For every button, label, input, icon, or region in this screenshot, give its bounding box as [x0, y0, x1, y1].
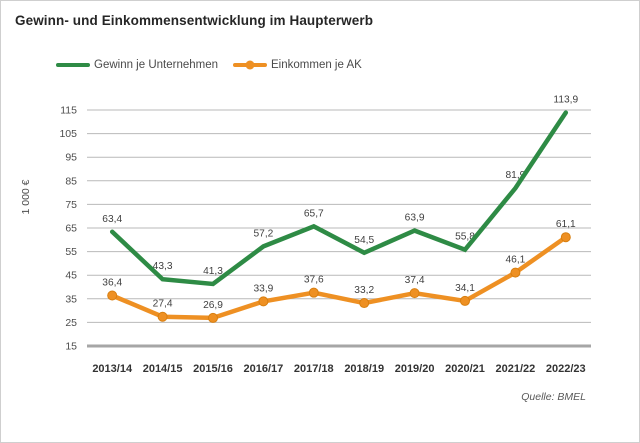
data-label: 37,4 [405, 275, 425, 286]
data-label: 33,9 [253, 283, 273, 294]
y-tick-label: 45 [65, 270, 77, 282]
series-line [109, 110, 569, 287]
data-label: 46,1 [505, 255, 525, 266]
legend-swatch-green-line-icon [56, 62, 90, 68]
data-label: 55,8 [455, 232, 475, 243]
data-point-marker [258, 296, 269, 307]
data-point-marker [560, 232, 571, 243]
x-tick-label: 2015/16 [193, 363, 233, 375]
y-tick-label: 75 [65, 199, 77, 211]
y-tick-label: 85 [65, 175, 77, 187]
data-point-marker [157, 311, 168, 322]
y-tick-label: 105 [59, 128, 77, 140]
x-tick-label: 2016/17 [244, 363, 284, 375]
data-point-marker [208, 312, 218, 323]
legend-item-gewinn: Gewinn je Unternehmen [56, 59, 218, 71]
data-label: 36,4 [102, 277, 122, 288]
legend-label-gewinn: Gewinn je Unternehmen [94, 59, 219, 71]
data-label: 63,9 [405, 213, 425, 224]
data-label: 54,5 [354, 235, 374, 246]
y-tick-label: 65 [65, 223, 77, 235]
x-tick-label: 2022/23 [546, 363, 586, 375]
series-line [109, 234, 569, 321]
legend-swatch-orange-line-icon [233, 60, 268, 70]
data-label: 27,4 [153, 299, 173, 310]
x-tick-label: 2020/21 [445, 363, 485, 375]
y-tick-label: 25 [65, 317, 77, 329]
legend-label-einkommen: Einkommen je AK [271, 59, 362, 71]
legend-marker-dot-icon [245, 60, 255, 70]
data-point-marker [409, 288, 420, 299]
y-tick-label: 55 [65, 246, 77, 258]
legend-item-einkommen: Einkommen je AK [233, 59, 362, 71]
data-point-marker [460, 295, 470, 306]
source-note: Quelle: BMEL [521, 391, 586, 403]
data-label: 43,3 [153, 261, 173, 272]
y-tick-label: 35 [65, 293, 77, 305]
x-tick-label: 2013/14 [92, 363, 133, 375]
data-point-marker [510, 267, 521, 278]
y-axis-title: 1 000 € [20, 179, 32, 214]
data-label: 61,1 [556, 219, 576, 230]
x-tick-label: 2021/22 [496, 363, 536, 375]
legend: Gewinn je Unternehmen Einkommen je AK [56, 59, 362, 71]
data-label: 113,9 [553, 95, 578, 106]
data-label: 63,4 [102, 214, 122, 225]
data-label: 33,2 [354, 285, 374, 296]
data-label: 57,2 [253, 228, 273, 239]
data-label: 34,1 [455, 283, 475, 294]
data-label: 65,7 [304, 208, 324, 219]
x-tick-label: 2018/19 [344, 363, 384, 375]
data-label: 41,3 [203, 266, 223, 277]
y-tick-label: 15 [65, 341, 77, 353]
chart-title: Gewinn- und Einkommensentwicklung im Hau… [15, 13, 374, 28]
data-label: 81,9 [505, 170, 525, 181]
data-point-marker [107, 290, 118, 301]
data-point-marker [308, 287, 319, 298]
x-tick-label: 2017/18 [294, 363, 334, 375]
x-tick-label: 2019/20 [395, 363, 435, 375]
data-label: 26,9 [203, 300, 223, 311]
y-tick-label: 115 [60, 105, 77, 117]
data-point-marker [359, 298, 370, 309]
y-tick-label: 95 [65, 152, 77, 164]
x-tick-label: 2014/15 [143, 363, 183, 375]
data-label: 37,6 [304, 275, 324, 286]
